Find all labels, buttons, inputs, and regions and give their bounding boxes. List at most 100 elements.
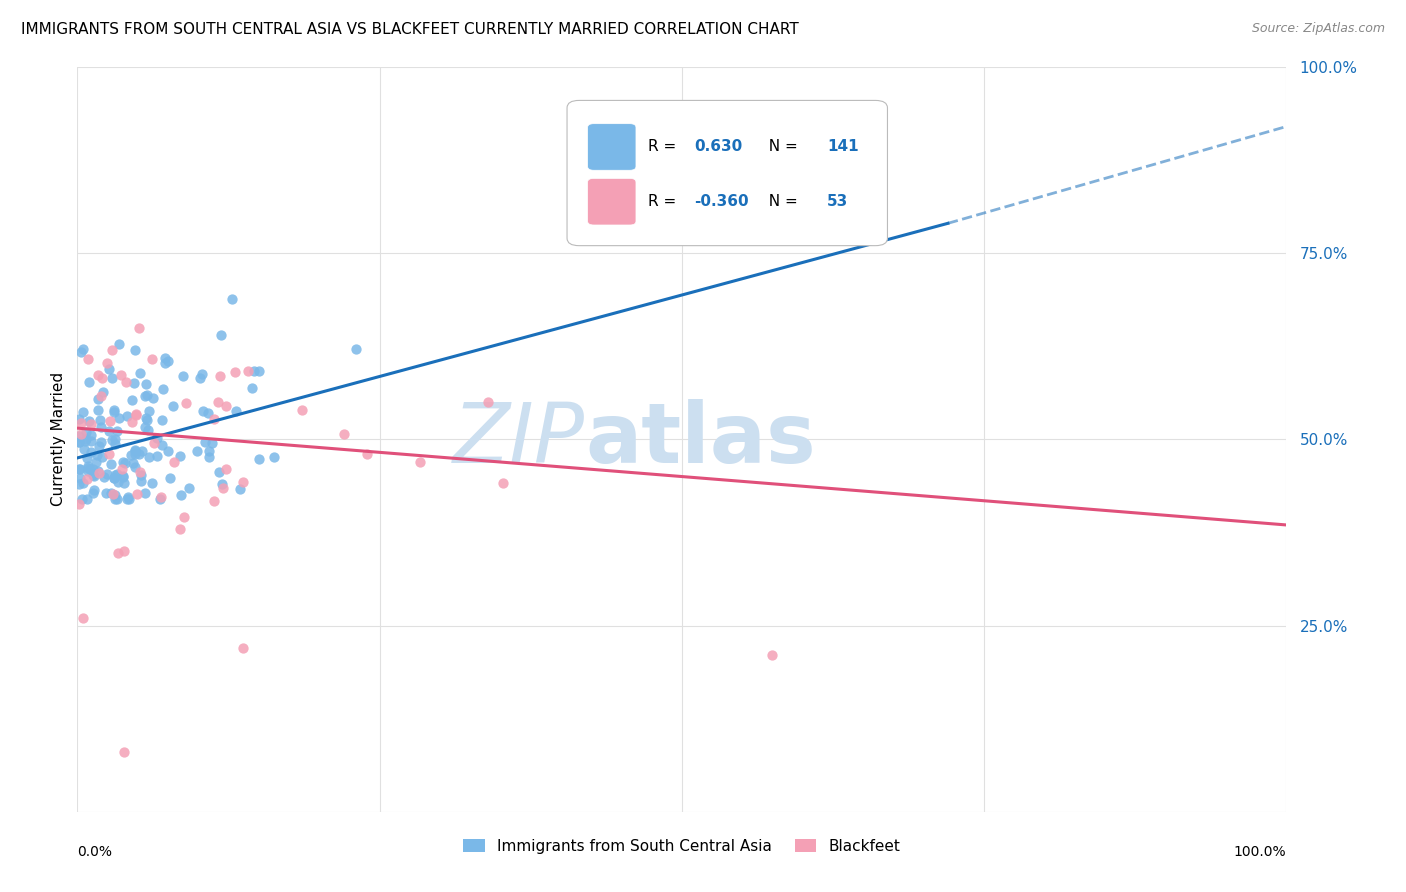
- Text: IMMIGRANTS FROM SOUTH CENTRAL ASIA VS BLACKFEET CURRENTLY MARRIED CORRELATION CH: IMMIGRANTS FROM SOUTH CENTRAL ASIA VS BL…: [21, 22, 799, 37]
- Point: [136, 423, 159, 437]
- Point: [83, 483, 105, 498]
- Point: [79, 462, 101, 476]
- Point: [209, 369, 232, 384]
- Point: [156, 443, 179, 458]
- Point: [89, 413, 111, 427]
- Text: ZIP: ZIP: [453, 399, 585, 480]
- Text: -0.360: -0.360: [695, 194, 748, 210]
- Point: [152, 382, 174, 396]
- Point: [107, 410, 129, 425]
- Point: [174, 395, 197, 409]
- Point: [73, 434, 96, 448]
- Point: [134, 486, 156, 500]
- Point: [77, 414, 100, 428]
- Point: [229, 482, 252, 496]
- Point: [101, 487, 124, 501]
- Point: [115, 409, 138, 423]
- Point: [87, 392, 110, 407]
- Point: [121, 415, 143, 429]
- Point: [100, 371, 122, 385]
- Point: [232, 475, 254, 489]
- Point: [105, 467, 128, 482]
- Point: [100, 457, 122, 471]
- Point: [828, 120, 851, 134]
- Point: [146, 449, 169, 463]
- Point: [96, 467, 118, 482]
- Point: [105, 491, 128, 506]
- Point: [87, 402, 110, 417]
- Point: [76, 352, 98, 367]
- Point: [150, 490, 173, 504]
- Text: 0.630: 0.630: [695, 139, 742, 154]
- Point: [197, 406, 219, 420]
- Point: [131, 444, 153, 458]
- Point: [138, 450, 160, 464]
- Point: [104, 491, 127, 506]
- Point: [344, 342, 367, 356]
- Point: [247, 451, 270, 466]
- Point: [80, 444, 103, 458]
- Point: [408, 455, 430, 469]
- FancyBboxPatch shape: [567, 101, 887, 245]
- Point: [236, 364, 259, 378]
- Point: [96, 486, 118, 500]
- Point: [162, 399, 184, 413]
- Text: atlas: atlas: [585, 399, 815, 480]
- Point: [98, 447, 121, 461]
- Point: [83, 469, 105, 483]
- Point: [135, 411, 157, 425]
- Point: [90, 371, 112, 385]
- Point: [156, 354, 179, 368]
- Point: [122, 376, 145, 390]
- Point: [76, 472, 98, 486]
- Point: [124, 459, 146, 474]
- Point: [135, 388, 157, 402]
- Point: [112, 544, 135, 558]
- Point: [134, 420, 156, 434]
- Point: [103, 402, 125, 417]
- Point: [215, 399, 238, 413]
- Point: [124, 447, 146, 461]
- Point: [143, 436, 166, 450]
- Point: [101, 343, 124, 357]
- Point: [209, 328, 232, 343]
- Point: [67, 412, 90, 426]
- Point: [75, 432, 97, 446]
- Point: [163, 454, 186, 468]
- Point: [103, 467, 125, 482]
- Point: [69, 470, 91, 484]
- Point: [111, 455, 134, 469]
- Point: [80, 434, 103, 449]
- Point: [75, 425, 97, 439]
- Point: [67, 497, 90, 511]
- Point: [356, 447, 378, 461]
- Text: 141: 141: [827, 139, 859, 154]
- Point: [117, 490, 139, 504]
- Point: [67, 434, 90, 449]
- Point: [96, 356, 118, 370]
- Point: [114, 376, 136, 390]
- Point: [194, 435, 217, 450]
- Point: [124, 443, 146, 458]
- Point: [91, 385, 114, 400]
- Point: [120, 448, 142, 462]
- Point: [90, 420, 112, 434]
- Point: [107, 475, 129, 489]
- Point: [128, 320, 150, 334]
- Point: [172, 368, 194, 383]
- Point: [97, 424, 120, 438]
- Point: [86, 455, 108, 469]
- Point: [477, 394, 499, 409]
- Point: [67, 428, 90, 442]
- Point: [186, 444, 208, 458]
- Text: R =: R =: [648, 139, 681, 154]
- Point: [72, 611, 94, 625]
- Point: [100, 486, 122, 500]
- Point: [240, 381, 263, 395]
- Point: [104, 436, 127, 450]
- Point: [141, 475, 163, 490]
- Point: [103, 405, 125, 419]
- Point: [111, 461, 134, 475]
- Point: [103, 471, 125, 485]
- Point: [159, 471, 181, 485]
